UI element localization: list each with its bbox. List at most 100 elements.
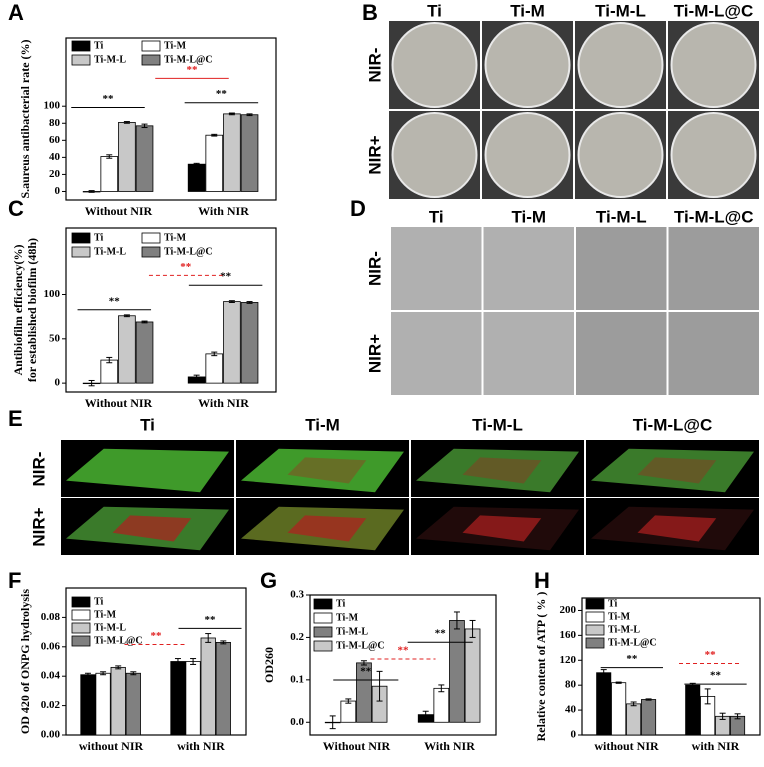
panel-letter: E	[8, 406, 23, 431]
plot-frame	[65, 37, 277, 201]
y-tick-label: 0.1	[290, 673, 304, 685]
y-tick-label: 0.3	[290, 589, 304, 601]
error-bar	[84, 672, 91, 677]
y-tick-label: 0.06	[41, 640, 61, 652]
y-tick-label: 120	[560, 654, 577, 666]
dead-cells	[462, 457, 542, 484]
y-axis-label: Antibiofilm efficiency(%)	[11, 245, 25, 376]
bar	[118, 315, 136, 384]
y-tick-label: 0.0	[290, 716, 304, 728]
error-bar	[141, 123, 148, 129]
error-bar	[193, 374, 200, 380]
sem-image	[391, 312, 482, 395]
bar	[135, 125, 154, 192]
legend-swatch	[585, 611, 605, 623]
y-tick-label: 20	[49, 168, 61, 180]
confocal-layer	[591, 448, 754, 493]
bar	[340, 700, 357, 723]
legend-label: Ti-M	[164, 232, 187, 243]
error-bar	[704, 688, 711, 705]
legend-label: Ti-M-L	[94, 622, 126, 633]
bar	[596, 672, 612, 736]
bar	[205, 134, 224, 192]
dead-cells	[462, 515, 542, 542]
legend-swatch	[313, 598, 333, 610]
annotation: **	[435, 628, 447, 640]
dead-cells	[637, 515, 717, 542]
error-bar	[115, 665, 122, 670]
y-axis-label: Relative content of ATP ( % )	[534, 592, 548, 742]
error-bar	[130, 671, 137, 676]
x-tick-label: With NIR	[198, 396, 249, 410]
annotation: **	[180, 261, 192, 273]
dead-cells	[637, 457, 717, 484]
legend-swatch	[71, 246, 91, 258]
column-label: Ti-M-L@C	[674, 207, 754, 226]
bar	[223, 113, 241, 192]
bar	[205, 353, 224, 384]
annotation: **	[151, 630, 163, 642]
y-tick-label: 160	[560, 629, 577, 641]
error-bar	[88, 190, 95, 193]
bar	[611, 682, 627, 736]
x-tick-label: without NIR	[79, 739, 144, 753]
legend-label: Ti-M-L	[94, 246, 126, 257]
column-label: Ti-M-L@C	[674, 1, 754, 20]
legend-swatch	[141, 54, 161, 66]
annotation: **	[710, 670, 722, 682]
sem-image	[576, 312, 667, 395]
plot-frame	[65, 227, 277, 393]
error-bar	[645, 698, 652, 701]
error-bar	[88, 379, 95, 387]
petri-dish	[577, 112, 664, 198]
panel-letter: A	[8, 0, 24, 25]
legend-label: Ti-M-L@C	[164, 246, 213, 257]
annotation: **	[360, 666, 372, 678]
sem-image	[576, 227, 667, 310]
x-tick-label: Without NIR	[323, 739, 391, 753]
x-tick-label: With NIR	[198, 204, 249, 218]
error-bar	[438, 684, 445, 693]
plot-frame	[581, 597, 761, 736]
petri-dish	[391, 112, 478, 198]
sem-image	[483, 312, 574, 395]
legend-swatch	[313, 640, 333, 652]
legend-swatch	[71, 635, 91, 647]
row-label: NIR-	[365, 48, 384, 83]
bar	[187, 163, 206, 192]
petri-dish	[484, 22, 571, 108]
bar	[641, 699, 657, 736]
plot-frame	[65, 587, 247, 736]
row-label: NIR+	[29, 507, 48, 546]
bar	[685, 684, 701, 736]
bar	[100, 156, 119, 192]
column-label: Ti-M-L@C	[633, 415, 713, 434]
error-bar	[329, 715, 336, 730]
annotation: **	[109, 295, 121, 307]
sem-image	[668, 227, 759, 310]
row-label: NIR+	[365, 334, 384, 373]
legend-label: Ti-M-L@C	[336, 640, 385, 651]
legend-label: Ti-M-L@C	[164, 54, 213, 65]
column-label: Ti	[429, 207, 444, 226]
error-bar	[228, 300, 235, 303]
legend-label: Ti-M	[336, 612, 359, 623]
error-bar	[190, 658, 197, 665]
bar	[215, 641, 231, 736]
dead-cells	[287, 457, 367, 484]
error-bar	[123, 314, 130, 318]
panel-letter: D	[350, 196, 366, 221]
y-tick-label: 0.04	[41, 670, 61, 682]
confocal-layer	[241, 448, 404, 493]
bar	[170, 661, 186, 736]
annotation: **	[103, 93, 115, 105]
bar	[100, 359, 119, 384]
legend-label: Ti-M-L	[94, 54, 126, 65]
legend-swatch	[585, 624, 605, 636]
y-axis-label: S.aureus antibacterial rate (%)	[18, 39, 32, 198]
confocal-layer	[66, 448, 229, 493]
x-tick-label: without NIR	[594, 739, 659, 753]
annotation: **	[216, 88, 228, 100]
error-bar	[246, 113, 253, 117]
error-bar	[360, 660, 367, 666]
